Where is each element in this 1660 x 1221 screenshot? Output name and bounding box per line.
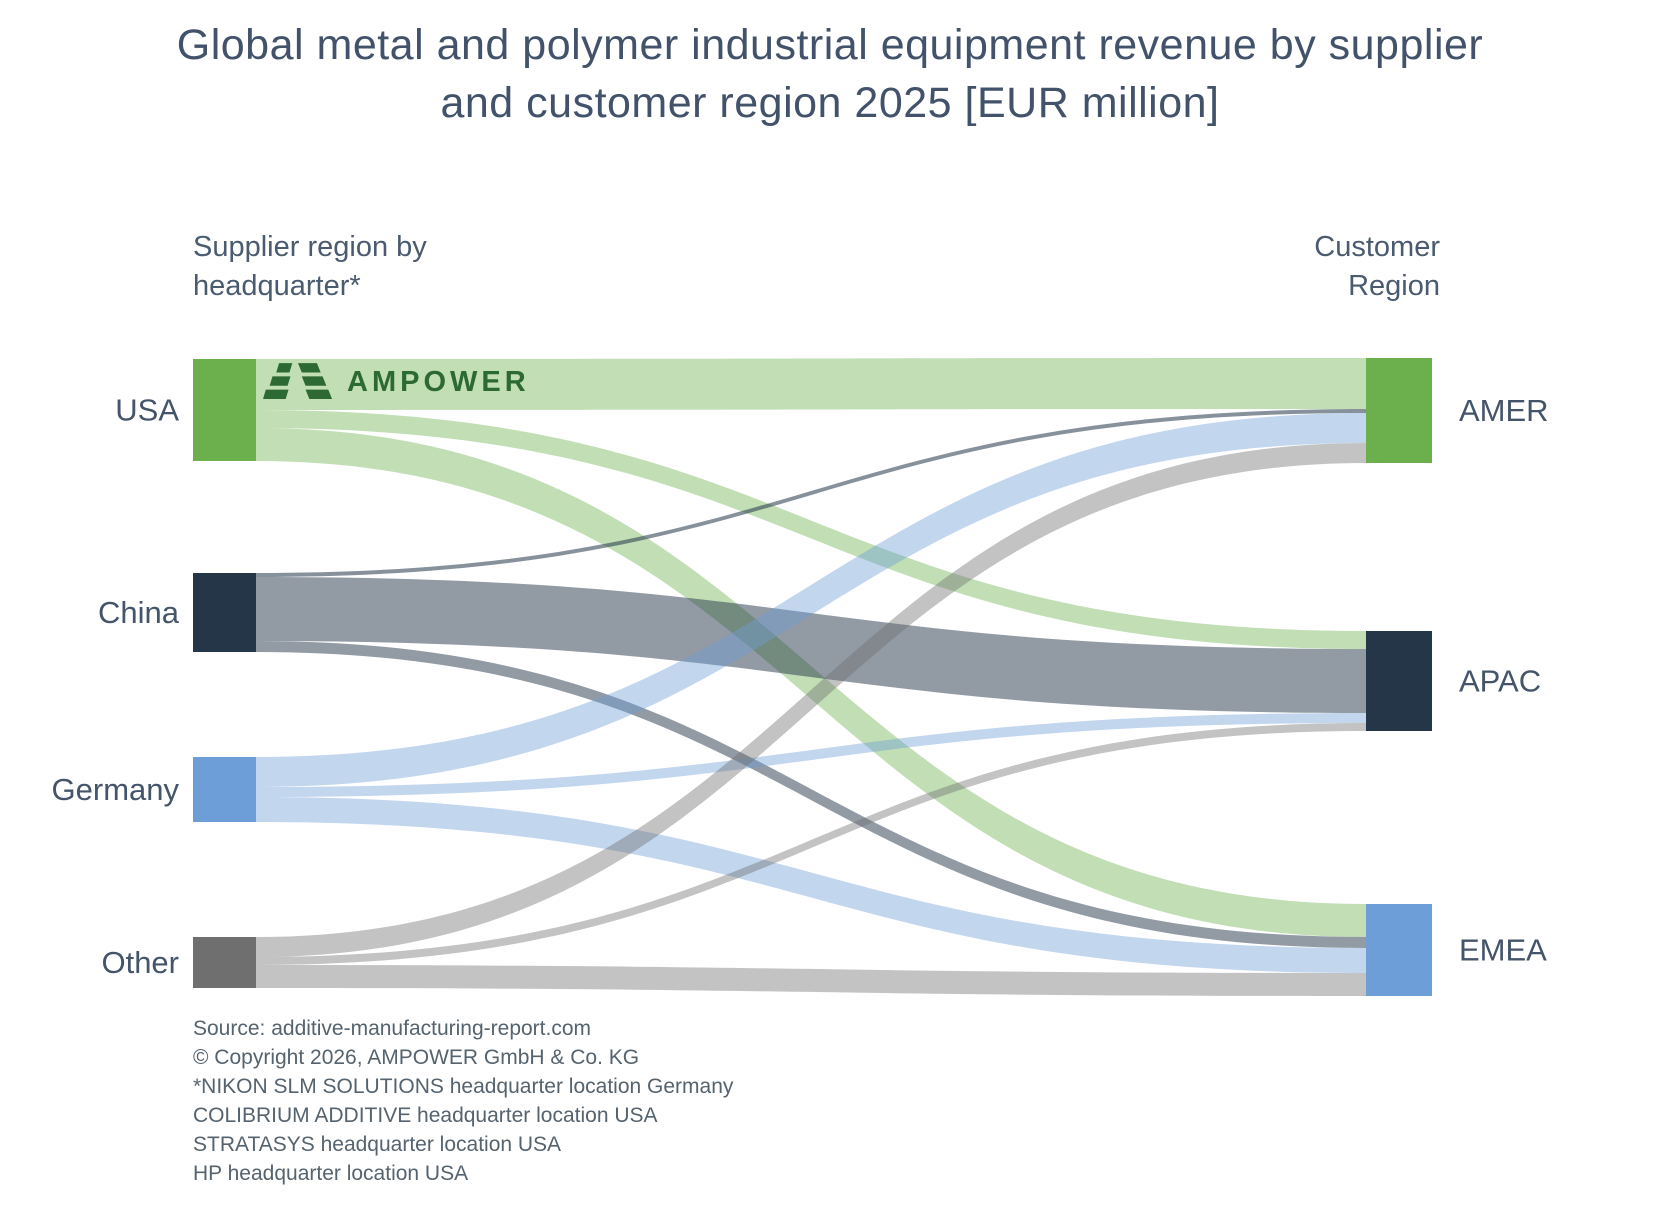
right-header-line1: Customer (1314, 231, 1440, 263)
node-germany[interactable] (193, 757, 256, 822)
ampower-logo: AMPOWER (263, 358, 530, 406)
chart-title-line1: Global metal and polymer industrial equi… (176, 21, 1484, 69)
node-label-amer: AMER (1459, 393, 1549, 428)
node-label-germany: Germany (52, 772, 180, 807)
footer-copyright-line: © Copyright 2026, AMPOWER GmbH & Co. KG (193, 1046, 640, 1069)
footer-source-line: Source: additive-manufacturing-report.co… (193, 1017, 592, 1040)
left-header-line1: Supplier region by (193, 231, 427, 263)
node-label-other: Other (101, 945, 179, 980)
flow-other-to-emea[interactable] (256, 965, 1366, 996)
left-header-line2: headquarter* (193, 270, 361, 302)
node-emea[interactable] (1366, 904, 1432, 996)
chart-title-line2: and customer region 2025 [EUR million] (440, 79, 1220, 127)
flow-china-to-apac[interactable] (256, 577, 1366, 713)
flow-germany-to-emea[interactable] (256, 797, 1366, 973)
left-column-header: Supplier region by headquarter* (193, 228, 427, 306)
footer-note-stratasys: STRATASYS headquarter location USA (193, 1133, 562, 1156)
node-apac[interactable] (1366, 631, 1432, 731)
flow-other-to-apac[interactable] (256, 723, 1366, 965)
flow-germany-to-amer[interactable] (256, 413, 1366, 787)
ampower-logo-text: AMPOWER (347, 365, 530, 398)
node-china[interactable] (193, 573, 256, 652)
node-label-usa: USA (115, 393, 179, 428)
node-label-china: China (98, 595, 180, 630)
flow-usa-to-apac[interactable] (256, 410, 1366, 649)
flow-usa-to-emea[interactable] (256, 428, 1366, 937)
node-usa[interactable] (193, 359, 256, 461)
chart-title: Global metal and polymer industrial equi… (0, 16, 1660, 132)
ampower-logo-icon (263, 363, 333, 400)
right-header-line2: Region (1348, 270, 1440, 302)
flow-germany-to-apac[interactable] (256, 713, 1366, 797)
footer-note-hp: HP headquarter location USA (193, 1162, 469, 1185)
node-other[interactable] (193, 937, 256, 988)
right-column-header: Customer Region (1314, 228, 1440, 306)
node-label-apac: APAC (1459, 664, 1541, 699)
footer-notes: Source: additive-manufacturing-report.co… (193, 1014, 733, 1188)
node-label-emea: EMEA (1459, 933, 1547, 968)
flow-china-to-amer[interactable] (256, 409, 1366, 577)
footer-note-colibrium: COLIBRIUM ADDITIVE headquarter location … (193, 1104, 658, 1127)
flow-other-to-amer[interactable] (256, 443, 1366, 957)
flow-usa-to-amer[interactable] (256, 358, 1366, 410)
flow-china-to-emea[interactable] (256, 641, 1366, 948)
footer-note-nikon: *NIKON SLM SOLUTIONS headquarter locatio… (193, 1075, 734, 1098)
node-amer[interactable] (1366, 358, 1432, 463)
